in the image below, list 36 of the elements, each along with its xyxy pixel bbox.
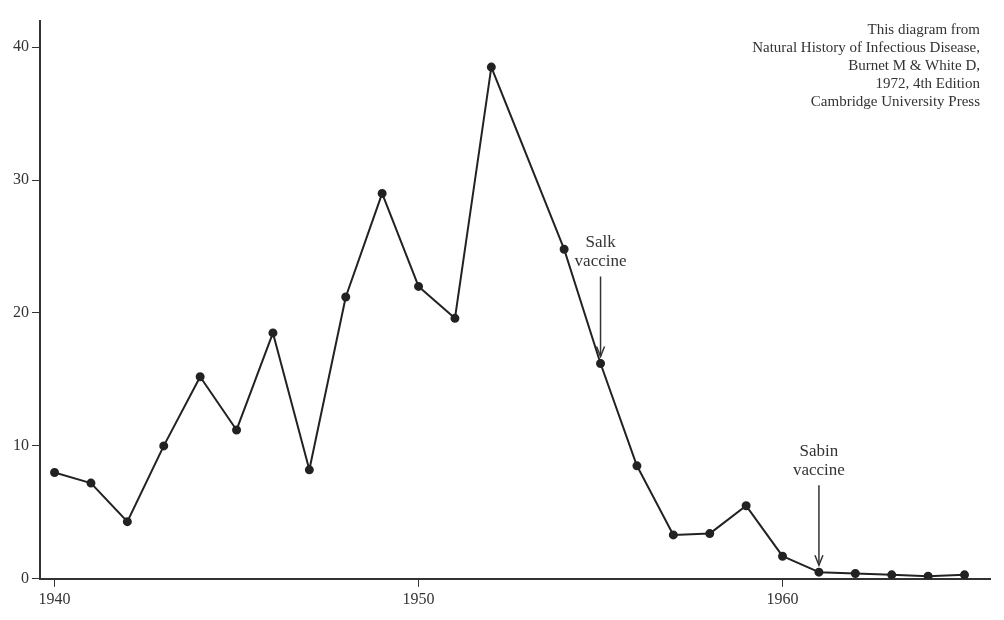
point [122, 517, 132, 527]
point [778, 551, 788, 561]
x-tick-label: 1940 [38, 589, 71, 607]
y-tick-label: 30 [13, 170, 29, 188]
point [232, 425, 242, 435]
point [195, 372, 205, 382]
point [486, 62, 496, 72]
point [923, 571, 933, 579]
point [741, 501, 751, 511]
y-tick-label: 40 [13, 37, 29, 55]
point [668, 530, 678, 540]
x-tick-label: 1950 [402, 589, 435, 607]
point [86, 478, 96, 488]
point [268, 328, 278, 338]
point [159, 441, 169, 451]
annotation: Salk vaccine [574, 232, 627, 271]
y-tick-label: 10 [13, 436, 29, 454]
point [341, 292, 351, 302]
y-tick-label: 0 [21, 569, 29, 586]
point [559, 244, 569, 254]
x-tick-label: 1960 [766, 589, 799, 607]
annotation: This diagram from Natural History of Infectious Disease, Burnet M & White D, 1972, 4th Edition Cambridge University Press [752, 21, 981, 110]
point [887, 570, 897, 579]
point [414, 281, 424, 291]
point [960, 570, 970, 579]
point [596, 358, 606, 368]
point [814, 567, 824, 577]
point [304, 465, 314, 475]
point [377, 188, 387, 198]
point [50, 467, 60, 477]
point [450, 313, 460, 323]
annotation: Sabin vaccine [792, 441, 845, 480]
point [632, 461, 642, 471]
point [850, 568, 860, 578]
y-tick-label: 20 [13, 303, 29, 321]
point [705, 529, 715, 539]
